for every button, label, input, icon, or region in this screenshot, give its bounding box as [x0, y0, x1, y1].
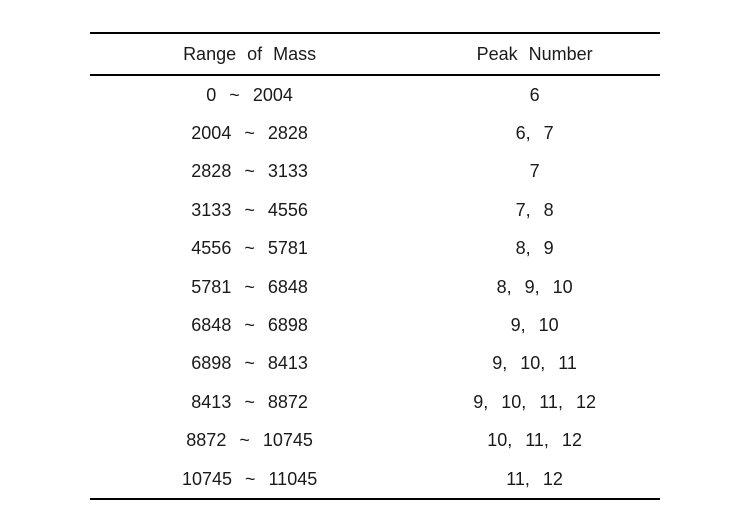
table-row: 8413 ~ 8872 9, 10, 11, 12	[90, 383, 660, 421]
peak-cell: 8, 9	[515, 238, 554, 259]
peak-cell: 6	[529, 84, 540, 105]
range-cell: 6848 ~ 6898	[191, 315, 308, 336]
table-row: 10745 ~ 11045 11, 12	[90, 460, 660, 499]
table-row: 2004 ~ 2828 6, 7	[90, 114, 660, 152]
peak-cell: 9, 10	[510, 315, 559, 336]
range-cell: 4556 ~ 5781	[191, 238, 308, 259]
table-header-row: Range of Mass Peak Number	[90, 33, 660, 76]
range-cell: 0 ~ 2004	[206, 84, 293, 105]
peak-cell: 6, 7	[515, 123, 554, 144]
peak-cell: 10, 11, 12	[487, 430, 582, 451]
table-row: 8872 ~ 10745 10, 11, 12	[90, 422, 660, 460]
peak-cell: 9, 10, 11	[492, 353, 577, 374]
table-row: 6898 ~ 8413 9, 10, 11	[90, 345, 660, 383]
table-row: 0 ~ 2004 6	[90, 75, 660, 114]
range-cell: 2004 ~ 2828	[191, 123, 308, 144]
table-row: 2828 ~ 3133 7	[90, 153, 660, 191]
peak-cell: 11, 12	[506, 468, 563, 489]
range-cell: 8872 ~ 10745	[186, 430, 313, 451]
range-cell: 10745 ~ 11045	[181, 468, 318, 489]
peak-cell: 7	[529, 161, 540, 182]
range-cell: 3133 ~ 4556	[191, 199, 308, 220]
table-row: 3133 ~ 4556 7, 8	[90, 191, 660, 229]
range-cell: 2828 ~ 3133	[191, 161, 308, 182]
mass-peak-table: Range of Mass Peak Number 0 ~ 2004 6 200…	[90, 32, 660, 501]
table-row: 4556 ~ 5781 8, 9	[90, 230, 660, 268]
range-cell: 8413 ~ 8872	[191, 391, 308, 412]
peak-cell: 9, 10, 11, 12	[473, 391, 596, 412]
table-row: 5781 ~ 6848 8, 9, 10	[90, 268, 660, 306]
header-range-of-mass: Range of Mass	[90, 33, 410, 76]
range-cell: 5781 ~ 6848	[191, 276, 308, 297]
peak-cell: 8, 9, 10	[496, 276, 573, 297]
header-peak-number: Peak Number	[409, 33, 660, 76]
table-row: 6848 ~ 6898 9, 10	[90, 306, 660, 344]
peak-cell: 7, 8	[515, 199, 554, 220]
range-cell: 6898 ~ 8413	[191, 353, 308, 374]
